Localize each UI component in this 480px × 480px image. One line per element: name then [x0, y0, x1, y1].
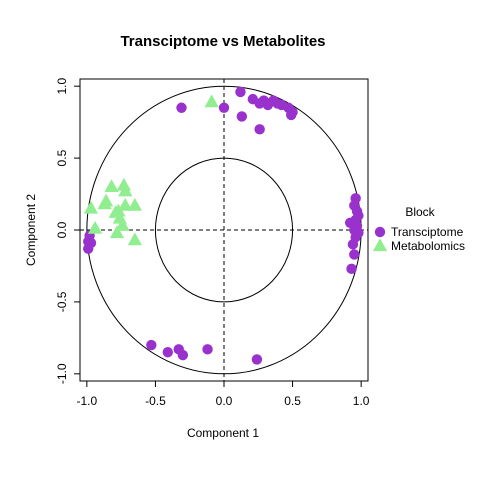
point-metabolomics [127, 232, 143, 246]
reference-lines [80, 79, 368, 381]
point-transciptome [349, 249, 360, 260]
point-metabolomics [116, 177, 132, 191]
x-tick-label: 1.0 [353, 394, 370, 408]
x-tick-label: 0.0 [216, 394, 233, 408]
point-transciptome [346, 263, 357, 275]
point-metabolomics [87, 220, 103, 234]
point-metabolomics [97, 196, 112, 210]
point-metabolomics [109, 225, 125, 239]
point-transciptome [146, 339, 157, 351]
point-transciptome [177, 349, 189, 361]
point-metabolomics [204, 94, 219, 108]
legend-marker-transciptome [374, 226, 386, 238]
point-metabolomics [104, 179, 119, 193]
point-metabolomics [83, 200, 99, 214]
legend-title: Block [405, 205, 435, 219]
point-metabolomics [127, 197, 143, 211]
point-metabolomics [111, 203, 126, 217]
chart-title: Transciptome vs Metabolites [120, 33, 325, 50]
point-transciptome [218, 102, 230, 113]
y-axis: -1.0 -0.5 0.0 0.5 1.0 [55, 78, 81, 384]
legend: Block Transciptome Metabolomics [372, 205, 465, 253]
data-points [83, 86, 364, 365]
point-transciptome [286, 109, 297, 121]
point-transciptome [347, 239, 359, 250]
x-axis: -1.0 -0.5 0.0 0.5 1.0 [77, 380, 370, 408]
x-tick-label: 0.5 [284, 394, 301, 408]
y-axis-label: Component 2 [24, 194, 38, 266]
legend-label-transciptome: Transciptome [391, 225, 464, 239]
x-axis-label: Component 1 [187, 426, 259, 440]
y-tick-label: 0.5 [55, 149, 69, 166]
point-transciptome [236, 111, 248, 122]
point-transciptome [83, 243, 94, 254]
x-tick-label: -0.5 [145, 394, 166, 408]
y-tick-label: 1.0 [55, 78, 69, 95]
point-transciptome [202, 344, 213, 355]
point-transciptome [235, 86, 246, 98]
y-tick-label: 0.0 [55, 221, 69, 238]
y-tick-label: -1.0 [55, 363, 69, 384]
y-tick-label: -0.5 [55, 291, 69, 312]
point-transciptome [176, 102, 187, 113]
legend-marker-metabolomics [372, 238, 388, 252]
legend-label-metabolomics: Metabolomics [391, 239, 465, 253]
point-metabolomics [115, 218, 130, 231]
point-transciptome [162, 347, 173, 358]
point-metabolomics [118, 197, 133, 211]
point-transciptome [254, 124, 265, 135]
point-transciptome [251, 354, 263, 365]
point-metabolomics [118, 183, 133, 197]
x-tick-label: -1.0 [77, 394, 98, 408]
